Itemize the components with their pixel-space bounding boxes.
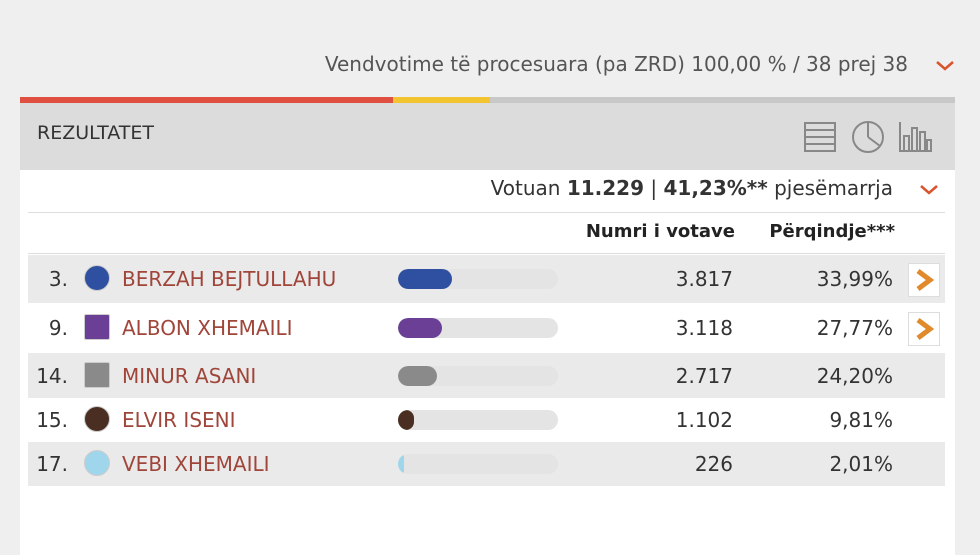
results-title: REZULTATET bbox=[37, 122, 154, 144]
votes: 3.118 bbox=[675, 316, 733, 340]
processed-info: Vendvotime të procesuara (pa ZRD) 100,00… bbox=[324, 52, 908, 76]
progress-red bbox=[20, 97, 393, 103]
bar-track bbox=[398, 365, 558, 386]
turnout-separator: | bbox=[650, 176, 658, 200]
expand-chevron[interactable] bbox=[934, 58, 956, 72]
column-header: Përqindje*** bbox=[769, 221, 895, 242]
result-row: 9. ALBON XHEMAILI 3.118 27,77% bbox=[28, 303, 945, 353]
progress-yellow bbox=[393, 97, 490, 103]
result-row: 14. MINUR ASANI 2.717 24,20% bbox=[28, 353, 945, 398]
candidate-name[interactable]: MINUR ASANI bbox=[122, 363, 257, 388]
rank: 3. bbox=[48, 267, 68, 291]
candidate-logo bbox=[84, 265, 110, 291]
bar-track bbox=[398, 269, 558, 289]
bar-fill bbox=[398, 318, 443, 338]
bar-track bbox=[398, 410, 558, 430]
turnout-chevron[interactable] bbox=[918, 182, 940, 196]
progress-rest bbox=[490, 97, 955, 103]
divider bbox=[28, 212, 945, 213]
votes: 226 bbox=[694, 452, 733, 476]
details-button[interactable] bbox=[908, 312, 940, 346]
candidate-name[interactable]: ALBON XHEMAILI bbox=[122, 316, 293, 340]
candidate-logo bbox=[84, 450, 110, 476]
bar-fill bbox=[398, 454, 404, 474]
result-row: 3. BERZAH BEJTULLAHU 3.817 33,99% bbox=[28, 255, 945, 303]
candidate-logo bbox=[84, 314, 110, 340]
view-icons[interactable] bbox=[800, 118, 940, 156]
candidate-name[interactable]: BERZAH BEJTULLAHU bbox=[122, 267, 337, 291]
bar-track bbox=[398, 454, 558, 474]
rank: 9. bbox=[48, 316, 68, 340]
candidate-logo bbox=[84, 406, 110, 432]
bar-fill bbox=[398, 410, 414, 430]
votes: 1.102 bbox=[675, 408, 733, 432]
percent: 27,77% bbox=[816, 316, 893, 340]
turnout-percent: 41,23%** bbox=[663, 176, 768, 200]
votes: 3.817 bbox=[675, 267, 733, 291]
turnout: Votuan 11.229 | 41,23%** pjesëmarrja bbox=[491, 176, 893, 200]
rank: 14. bbox=[36, 363, 68, 388]
candidate-name[interactable]: ELVIR ISENI bbox=[122, 408, 236, 432]
result-row: 15. ELVIR ISENI 1.102 9,81% bbox=[28, 398, 945, 442]
votes: 2.717 bbox=[675, 363, 733, 388]
bar-track bbox=[398, 318, 558, 338]
percent: 2,01% bbox=[829, 452, 893, 476]
details-button[interactable] bbox=[908, 263, 940, 297]
candidate-name[interactable]: VEBI XHEMAILI bbox=[122, 452, 270, 476]
candidate-logo bbox=[84, 361, 110, 388]
result-row: 17. VEBI XHEMAILI 226 2,01% bbox=[28, 442, 945, 486]
divider bbox=[28, 253, 945, 254]
turnout-voters: 11.229 bbox=[566, 176, 645, 200]
turnout-suffix: pjesëmarrja bbox=[774, 176, 893, 200]
percent: 24,20% bbox=[816, 363, 893, 388]
rank: 15. bbox=[36, 408, 68, 432]
bar-fill bbox=[398, 365, 437, 386]
rank: 17. bbox=[36, 452, 68, 476]
column-header: Numri i votave bbox=[585, 221, 735, 242]
bar-fill bbox=[398, 269, 453, 289]
results-header bbox=[20, 103, 955, 170]
percent: 33,99% bbox=[816, 267, 893, 291]
percent: 9,81% bbox=[829, 408, 893, 432]
turnout-label: Votuan bbox=[490, 176, 561, 200]
